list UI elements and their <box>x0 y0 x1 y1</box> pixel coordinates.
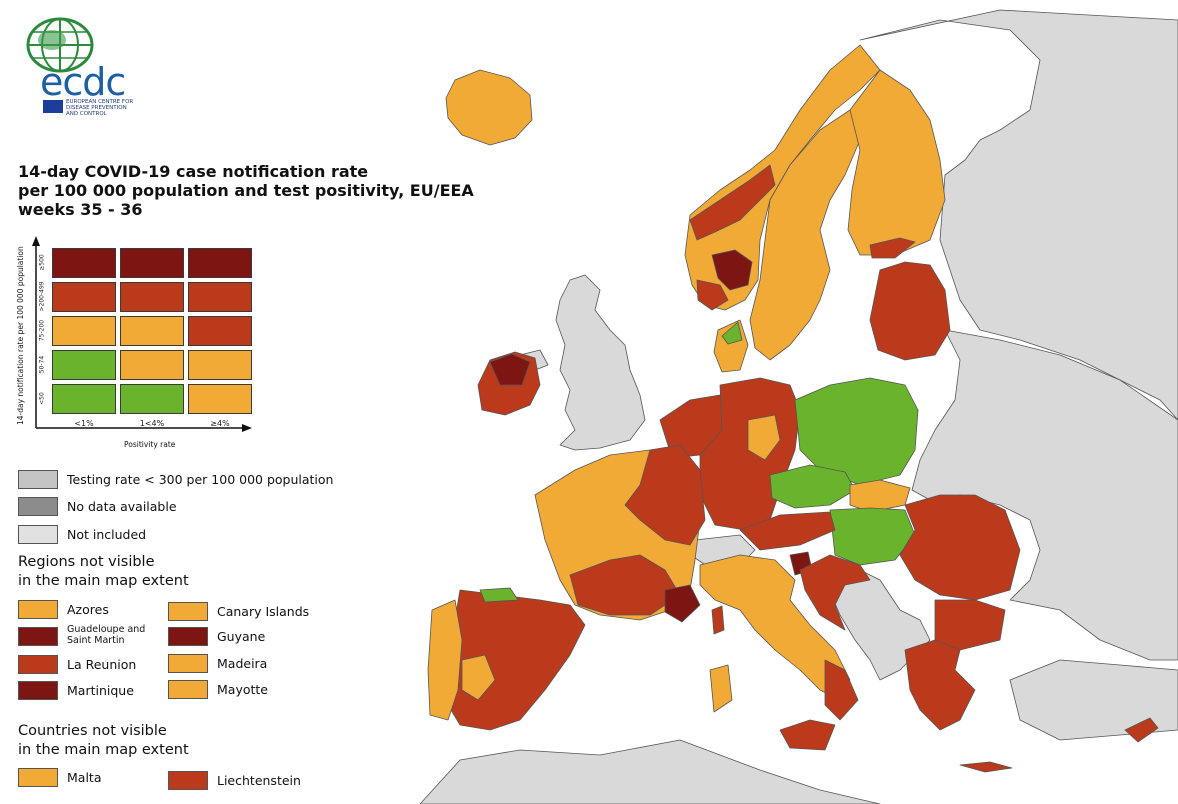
matrix-row-label: <50 <box>38 392 46 405</box>
matrix-row-label: 75-200 <box>38 319 46 342</box>
matrix-y-axis-title: 14-day notification rate per 100 000 pop… <box>16 246 25 425</box>
matrix-cell <box>52 316 116 346</box>
legend-swatch-mayotte <box>168 680 208 699</box>
matrix-x-axis-title: Positivity rate <box>124 440 176 449</box>
region-corsica <box>711 605 725 635</box>
region-slovakia <box>849 479 911 513</box>
matrix-col-label: ≥4% <box>210 419 230 428</box>
countries-heading: Countries not visible in the main map ex… <box>18 723 189 758</box>
region-norway-sw-red <box>696 279 729 311</box>
matrix-cell <box>52 350 116 380</box>
region-spain-orange <box>461 654 496 701</box>
legend-label-mayotte: Mayotte <box>217 682 268 697</box>
regions-heading: Regions not visible in the main map exte… <box>18 554 189 589</box>
legend-label-madeira: Madeira <box>217 656 268 671</box>
matrix-cell <box>188 248 252 278</box>
region-sardinia <box>709 664 733 713</box>
region-france-north-red <box>624 444 706 546</box>
legend-label-not-included: Not included <box>67 527 147 542</box>
legend-swatch-guyane <box>168 627 208 646</box>
region-portugal <box>427 599 463 721</box>
legend-swatch-la-reunion <box>18 655 58 674</box>
legend-swatch-canary <box>168 602 208 621</box>
legend-label-testing: Testing rate < 300 per 100 000 populatio… <box>67 472 334 487</box>
legend-label-malta: Malta <box>67 770 102 785</box>
matrix-cell <box>120 350 184 380</box>
region-germany-orange <box>747 414 781 461</box>
region-bulgaria <box>934 599 1006 651</box>
region-oslo <box>711 249 753 291</box>
region-crete <box>959 761 1013 773</box>
title-line-3: weeks 35 - 36 <box>18 200 143 219</box>
region-spain-north-green <box>479 587 519 603</box>
legend-label-guadeloupe: Guadeloupe and Saint Martin <box>67 624 146 646</box>
non-eu-africa <box>419 739 881 804</box>
matrix-cell <box>120 384 184 414</box>
region-marseille <box>664 584 701 623</box>
region-sicily <box>779 719 836 751</box>
legend-swatch-liechtenstein <box>168 771 208 790</box>
legend-label-la-reunion: La Reunion <box>67 657 137 672</box>
non-eu-scandinavia-east <box>859 9 1178 421</box>
title-line-1: 14-day COVID-19 case notification rate <box>18 162 369 181</box>
region-norway-south-red <box>689 164 776 241</box>
legend-swatch-testing <box>18 470 58 489</box>
matrix-col-label: 1<4% <box>139 419 165 428</box>
matrix-row-label: >200-499 <box>38 281 46 312</box>
region-cyprus <box>1124 717 1159 743</box>
ecdc-globe-icon <box>26 17 94 73</box>
legend-label-martinique: Martinique <box>67 683 134 698</box>
non-eu-uk <box>555 274 646 451</box>
matrix-axes <box>32 236 252 432</box>
region-finland <box>847 69 946 256</box>
legend-swatch-martinique <box>18 681 58 700</box>
legend-swatch-guadeloupe <box>18 627 58 646</box>
matrix-cell <box>52 384 116 414</box>
matrix-cell <box>52 248 116 278</box>
legend-label-guyane: Guyane <box>217 629 266 644</box>
region-finland-south-red <box>869 237 916 259</box>
map-title: 14-day COVID-19 case notification rate p… <box>18 162 474 219</box>
region-italy-south-red <box>824 659 859 721</box>
matrix-row-label: 50-74 <box>38 355 46 374</box>
region-romania <box>899 494 1021 601</box>
title-line-2: per 100 000 population and test positivi… <box>18 181 474 200</box>
region-poland <box>794 377 919 486</box>
non-eu-east-europe <box>911 329 1178 661</box>
legend-label-canary: Canary Islands <box>217 604 310 619</box>
legend-swatch-madeira <box>168 654 208 673</box>
legend-label-no-data: No data available <box>67 499 177 514</box>
matrix-row-label: ≥500 <box>38 254 46 271</box>
region-ireland-dark <box>489 353 531 386</box>
region-greece <box>904 639 976 731</box>
matrix-cell <box>188 316 252 346</box>
legend-label-azores: Azores <box>67 602 109 617</box>
ecdc-wordmark: ecdc <box>40 60 126 104</box>
region-sweden <box>749 109 861 361</box>
matrix-cell <box>188 350 252 380</box>
matrix-cell <box>188 384 252 414</box>
region-croatia <box>799 554 871 631</box>
legend-swatch-malta <box>18 768 58 787</box>
ecdc-logo-subtitle: EUROPEAN CENTRE FOR DISEASE PREVENTION A… <box>66 99 134 117</box>
legend-swatch-not-included <box>18 525 58 544</box>
region-czechia <box>769 464 856 509</box>
region-iceland <box>445 69 533 146</box>
region-baltics <box>869 261 951 361</box>
region-denmark-green <box>721 321 743 345</box>
region-austria <box>739 511 836 551</box>
matrix-cell <box>120 316 184 346</box>
matrix-cell <box>120 282 184 312</box>
matrix-cell <box>52 282 116 312</box>
legend-swatch-no-data <box>18 497 58 516</box>
legend-label-liechtenstein: Liechtenstein <box>217 773 301 788</box>
non-eu-turkey <box>1009 659 1178 741</box>
matrix-cell <box>188 282 252 312</box>
legend-swatch-azores <box>18 600 58 619</box>
matrix-col-label: <1% <box>74 419 94 428</box>
eu-flag-icon <box>43 100 63 113</box>
matrix-cell <box>120 248 184 278</box>
